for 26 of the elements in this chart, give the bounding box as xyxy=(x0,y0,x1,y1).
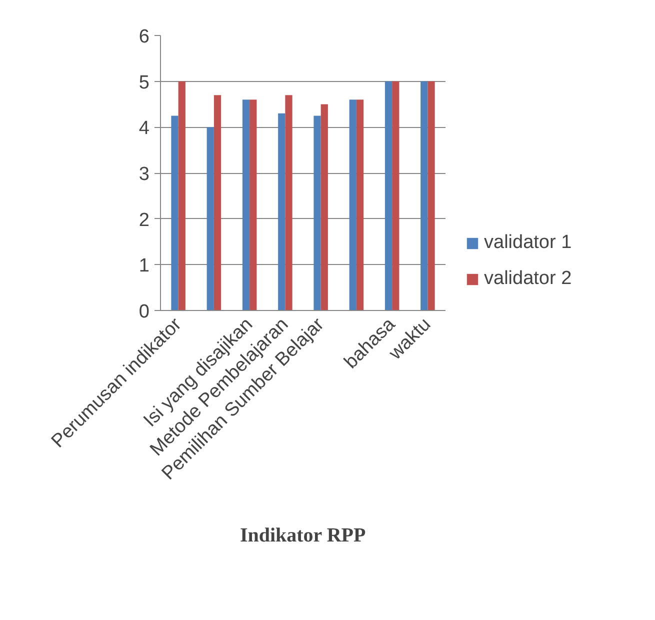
y-tick-label: 3 xyxy=(138,164,150,185)
y-tick-label: 6 xyxy=(138,26,150,48)
bar xyxy=(214,95,222,310)
y-tick-label: 5 xyxy=(138,72,150,94)
y-tick-label: 0 xyxy=(138,302,150,322)
bar xyxy=(178,81,186,310)
bar xyxy=(285,95,292,310)
bar xyxy=(171,116,178,310)
bar xyxy=(320,104,328,310)
x-axis-title: Indikator RPP xyxy=(240,524,366,547)
bar xyxy=(420,81,428,310)
bar xyxy=(356,100,364,310)
bar xyxy=(349,100,356,310)
bar xyxy=(314,116,321,310)
legend-label: validator 2 xyxy=(484,268,572,290)
bar xyxy=(250,100,257,310)
legend-label: validator 1 xyxy=(484,232,572,254)
bar xyxy=(392,81,400,310)
bar xyxy=(428,81,435,310)
y-tick-label: 1 xyxy=(138,256,150,277)
bar xyxy=(206,127,214,310)
y-tick-label: 2 xyxy=(138,210,150,231)
bar xyxy=(384,81,392,310)
bar xyxy=(278,113,286,310)
bar xyxy=(242,100,250,310)
y-tick-label: 4 xyxy=(138,118,150,140)
